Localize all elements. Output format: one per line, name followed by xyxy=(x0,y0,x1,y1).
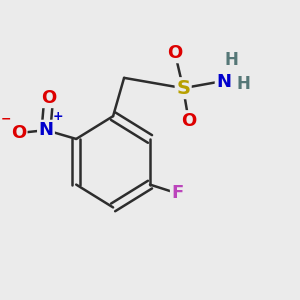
Text: N: N xyxy=(216,73,231,91)
Text: O: O xyxy=(167,44,183,62)
Text: O: O xyxy=(11,124,26,142)
Text: F: F xyxy=(171,184,184,202)
Text: +: + xyxy=(53,110,64,123)
Text: −: − xyxy=(1,113,12,126)
Text: S: S xyxy=(176,79,190,98)
Text: O: O xyxy=(41,89,56,107)
Text: O: O xyxy=(181,112,196,130)
Text: H: H xyxy=(224,51,238,69)
Text: N: N xyxy=(38,121,53,139)
Text: H: H xyxy=(237,75,250,93)
